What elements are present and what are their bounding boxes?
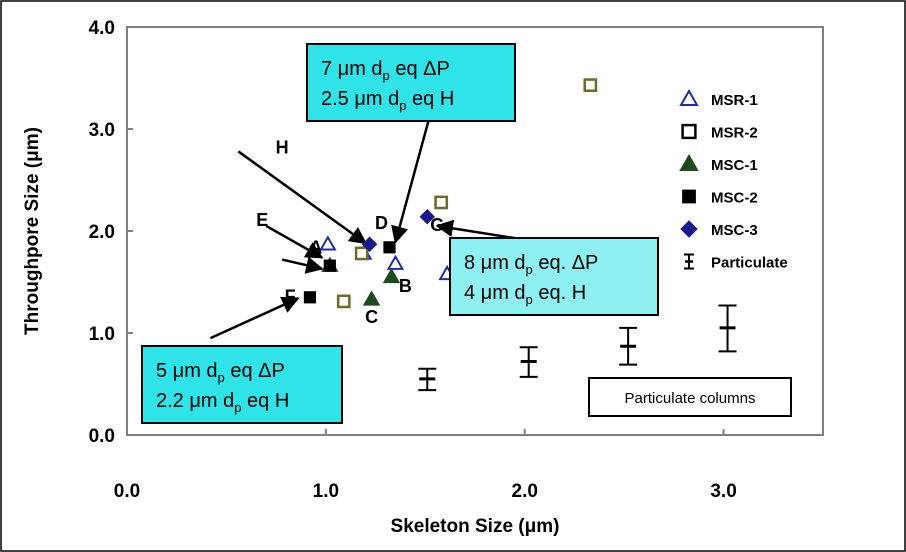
particulate-note: Particulate columns (588, 377, 792, 417)
annotation-subscript: p (218, 370, 225, 385)
annotation-text: eq. H (533, 282, 586, 304)
point-msc-2 (323, 259, 336, 272)
x-tick-label: 0.0 (114, 481, 140, 502)
annotation-text: 7 μm d (321, 58, 383, 80)
annotation-box-line: 8 μm dp eq. ΔP (464, 252, 598, 277)
annotation-subscript: p (526, 292, 533, 307)
legend-label: MSR-1 (711, 92, 758, 109)
annotation-box-line: 7 μm dp eq ΔP (321, 58, 450, 83)
y-tick-label: 4.0 (89, 18, 115, 39)
legend-marker (680, 220, 698, 238)
point-msr-2 (336, 294, 351, 309)
y-tick-label: 2.0 (89, 222, 115, 243)
point-label: H (276, 137, 289, 157)
y-tick-label: 3.0 (89, 120, 115, 141)
x-axis-ticks: 0.0 1.0 2.0 3.0 (114, 429, 737, 502)
x-tick-label: 1.0 (313, 481, 339, 502)
x-tick-label: 3.0 (710, 481, 736, 502)
y-axis-title: Throughpore Size (μm) (22, 127, 43, 335)
annotation-subscript: p (399, 98, 406, 113)
annotation-subscript: p (526, 262, 533, 277)
point-msc-3 (419, 209, 435, 225)
point-msr-1 (319, 235, 337, 251)
point-label: D (375, 213, 388, 233)
annotation-arrow (281, 256, 324, 274)
point-msc-1 (382, 267, 401, 284)
point-msc-3 (361, 236, 378, 252)
annotation-box (141, 345, 343, 424)
annotation-box-line: 4 μm dp eq. H (464, 282, 586, 307)
annotation-arrows (210, 110, 515, 340)
point-msc-2 (383, 241, 396, 254)
point-msr-2 (583, 78, 598, 92)
point-labels: A C D E F G H B (256, 137, 444, 326)
point-label: G (430, 215, 444, 235)
annotation-box-line: 2.5 μm dp eq H (321, 88, 454, 113)
annotation-arrow (265, 224, 324, 259)
point-label: A (309, 237, 322, 257)
annotation-arrow (237, 150, 368, 245)
annotation-arrow (391, 110, 433, 244)
y-tick-label: 0.0 (89, 426, 115, 447)
data-points (303, 78, 737, 392)
particulate-note-box (588, 377, 792, 417)
annotation-box (449, 237, 659, 316)
legend-label: MSC-2 (711, 190, 758, 207)
y-axis-ticks: 0.0 1.0 2.0 3.0 4.0 (89, 18, 133, 447)
point-msr-1 (386, 254, 405, 270)
annotation-text: eq ΔP (225, 360, 285, 382)
annotation-text: 5 μm d (156, 360, 218, 382)
point-msr-2 (354, 246, 369, 261)
x-tick-label: 2.0 (512, 481, 538, 502)
annotation-box (306, 43, 516, 122)
legend-marker (681, 123, 697, 140)
point-label: E (256, 210, 268, 230)
legend-label: MSR-2 (711, 125, 758, 142)
legend-label: MSC-3 (711, 222, 758, 239)
point-label: B (399, 276, 412, 296)
legend-marker (679, 153, 699, 171)
annotation-subscript: p (234, 400, 241, 415)
annotation-boxes: 7 μm dp eq ΔP2.5 μm dp eq H8 μm dp eq. Δ… (141, 43, 659, 424)
legend-label: Particulate (711, 255, 788, 272)
particulate-note-text: Particulate columns (625, 390, 756, 407)
point-label: F (285, 286, 296, 306)
legend: MSR-1 MSR-2 MSC-1 MSC-2 MSC-3 Particulate (679, 88, 788, 272)
y-tick-label: 1.0 (89, 324, 115, 345)
annotation-text: 4 μm d (464, 282, 526, 304)
annotation-arrow (435, 219, 515, 240)
legend-marker (682, 189, 696, 204)
annotation-text: eq. ΔP (533, 252, 599, 274)
legend-label: MSC-1 (711, 157, 758, 174)
point-msr-2 (434, 195, 449, 210)
annotation-text: eq ΔP (390, 58, 450, 80)
annotation-text: 2.5 μm d (321, 88, 399, 110)
point-label: C (365, 307, 378, 327)
x-axis-title: Skeleton Size (μm) (391, 516, 560, 537)
annotation-text: 2.2 μm d (156, 390, 234, 412)
annotation-text: eq H (406, 88, 454, 110)
legend-marker (679, 88, 699, 106)
annotation-text: 8 μm d (464, 252, 526, 274)
annotation-subscript: p (383, 68, 390, 83)
annotation-text: eq H (241, 390, 289, 412)
point-msc-1 (362, 290, 381, 306)
annotation-box-line: 2.2 μm dp eq H (156, 390, 289, 415)
annotation-box-line: 5 μm dp eq ΔP (156, 360, 285, 385)
annotation-arrow (210, 296, 300, 340)
point-msc-2 (303, 291, 317, 304)
